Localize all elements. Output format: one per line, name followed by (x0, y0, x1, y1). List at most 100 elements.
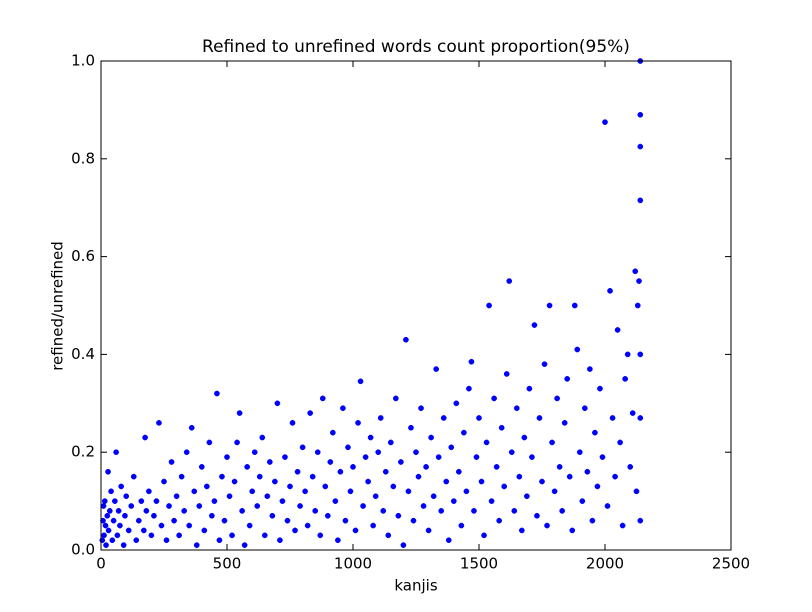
point (284, 517, 291, 524)
point (340, 405, 346, 412)
x-tick-label: 2500 (712, 555, 750, 573)
x-tick-label: 0 (96, 555, 106, 573)
point (120, 542, 127, 548)
point (203, 483, 210, 490)
point (551, 488, 558, 495)
y-tick-label: 0.2 (71, 443, 95, 461)
point (443, 478, 450, 485)
point (362, 454, 369, 460)
point (324, 512, 331, 519)
point (176, 532, 182, 539)
point (196, 503, 203, 509)
point (408, 424, 414, 431)
point (236, 410, 243, 416)
point (579, 498, 586, 504)
point (138, 498, 145, 504)
point (398, 459, 404, 465)
point (113, 449, 119, 456)
point (239, 508, 245, 514)
point (357, 378, 364, 385)
point (521, 434, 528, 441)
point (637, 143, 644, 150)
point (221, 517, 228, 524)
point (599, 454, 606, 460)
plot-frame (100, 60, 732, 551)
point (345, 444, 351, 451)
point (501, 483, 508, 490)
point (101, 498, 108, 504)
point (529, 454, 535, 460)
point (574, 346, 581, 353)
point (445, 537, 452, 544)
point (619, 522, 626, 529)
point (241, 542, 248, 548)
point (214, 390, 220, 397)
point (100, 503, 107, 509)
point (211, 498, 218, 504)
point (106, 508, 113, 514)
point (604, 503, 611, 509)
point (458, 522, 465, 529)
point (100, 517, 106, 524)
point (481, 532, 487, 539)
point (274, 400, 281, 407)
point (566, 473, 573, 480)
point (453, 400, 460, 407)
y-tick-label: 0.8 (71, 149, 95, 167)
point (637, 415, 644, 421)
point (392, 395, 399, 402)
point (347, 488, 354, 495)
point (413, 449, 419, 456)
point (491, 395, 497, 402)
point (498, 424, 505, 431)
y-axis-label: refined/unrefined (49, 241, 67, 371)
x-tick-label: 500 (213, 555, 242, 573)
point (637, 517, 644, 524)
point (526, 385, 533, 392)
point (246, 522, 253, 529)
point (229, 532, 235, 539)
point (105, 468, 111, 475)
point (193, 542, 200, 548)
point (622, 376, 629, 382)
point (219, 473, 225, 480)
point (511, 508, 518, 514)
point (234, 439, 240, 446)
point (395, 512, 402, 519)
point (433, 366, 440, 372)
point (146, 488, 152, 495)
point (143, 508, 150, 514)
point (117, 522, 123, 529)
point (478, 478, 485, 485)
point (105, 527, 112, 534)
point (269, 512, 276, 519)
point (115, 508, 122, 514)
point (612, 473, 618, 480)
point (594, 483, 601, 490)
point (337, 468, 344, 475)
point (387, 439, 394, 446)
point (468, 358, 475, 365)
point (282, 454, 288, 460)
point (471, 508, 477, 514)
point (171, 517, 177, 524)
point (370, 522, 377, 529)
point (466, 385, 472, 392)
y-tick-label: 0.6 (71, 247, 95, 265)
point (279, 498, 286, 504)
point (486, 302, 492, 309)
point (294, 468, 301, 475)
point (166, 503, 172, 509)
point (420, 503, 427, 509)
point (541, 361, 548, 368)
point (231, 478, 238, 485)
point (173, 493, 180, 500)
point (435, 454, 442, 460)
point (634, 302, 641, 309)
point (102, 522, 109, 529)
point (140, 527, 147, 534)
point (544, 522, 550, 529)
point (418, 405, 424, 412)
point (455, 468, 462, 475)
point (637, 351, 644, 358)
